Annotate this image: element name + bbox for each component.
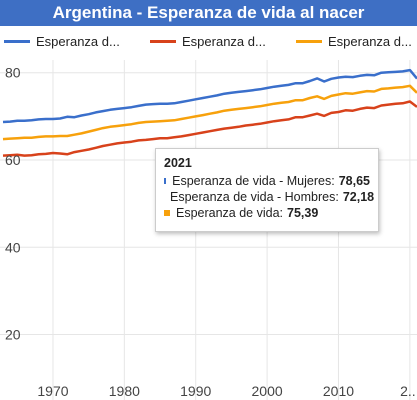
legend-item-hombres[interactable]: Esperanza d... <box>150 34 266 49</box>
legend-swatch-total <box>296 40 322 43</box>
tooltip-marker-mujeres <box>164 178 167 184</box>
tooltip-value-total: 75,39 <box>287 206 319 220</box>
y-tick-label-40: 40 <box>5 239 21 255</box>
legend-swatch-mujeres <box>4 40 30 43</box>
y-tick-label-60: 60 <box>5 152 21 168</box>
series-lines <box>2 68 417 157</box>
legend-label-total: Esperanza d... <box>328 34 412 49</box>
x-tick-label-1970: 1970 <box>37 383 68 399</box>
y-tick-label-80: 80 <box>5 65 21 81</box>
legend-label-hombres: Esperanza d... <box>182 34 266 49</box>
series-line-1[interactable] <box>2 100 417 157</box>
x-tick-label-1990: 1990 <box>180 383 211 399</box>
chart-title: Argentina - Esperanza de vida al nacer <box>0 0 417 26</box>
legend-item-mujeres[interactable]: Esperanza d... <box>4 34 120 49</box>
legend-label-mujeres: Esperanza d... <box>36 34 120 49</box>
y-tick-label-20: 20 <box>5 327 21 343</box>
x-tick-label-1980: 1980 <box>109 383 140 399</box>
tooltip-label-hombres: Esperanza de vida - Hombres: <box>170 190 339 204</box>
tooltip: 2021 Esperanza de vida - Mujeres: 78,65 … <box>155 148 379 232</box>
tooltip-row-hombres: Esperanza de vida - Hombres: 72,18 <box>164 189 374 205</box>
tooltip-label-mujeres: Esperanza de vida - Mujeres: <box>172 174 335 188</box>
legend-item-total[interactable]: Esperanza d... <box>296 34 412 49</box>
x-tick-label-2...: 2... <box>400 383 417 399</box>
series-line-0[interactable] <box>2 68 417 124</box>
tooltip-marker-total <box>164 210 170 216</box>
y-axis-ticks: 20 40 60 80 <box>5 65 21 343</box>
tooltip-value-mujeres: 78,65 <box>338 174 370 188</box>
x-tick-label-2000: 2000 <box>252 383 283 399</box>
x-axis-ticks: 1970 1980 1990 2000 2010 2... <box>37 383 417 399</box>
tooltip-value-hombres: 72,18 <box>342 190 375 204</box>
tooltip-row-mujeres: Esperanza de vida - Mujeres: 78,65 <box>164 173 370 189</box>
tooltip-label-total: Esperanza de vida: <box>176 206 284 220</box>
series-line-2[interactable] <box>2 84 417 141</box>
tooltip-year: 2021 <box>164 156 192 170</box>
legend-swatch-hombres <box>150 40 176 43</box>
tooltip-row-total: Esperanza de vida: 75,39 <box>164 205 370 221</box>
legend: Esperanza d... Esperanza d... Esperanza … <box>0 30 417 54</box>
x-tick-label-2010: 2010 <box>323 383 354 399</box>
